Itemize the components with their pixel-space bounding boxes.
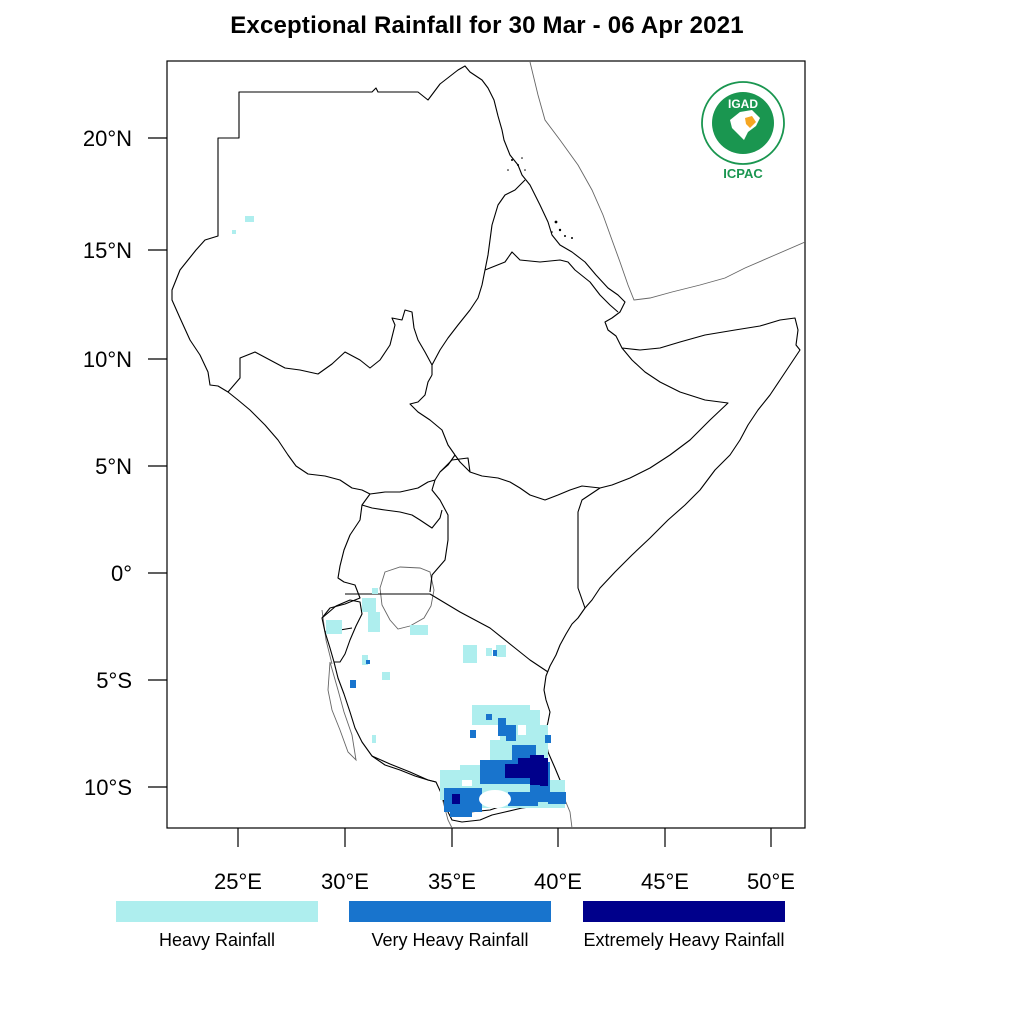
map-title: Exceptional Rainfall for 30 Mar - 06 Apr…	[230, 12, 744, 39]
legend-swatch-extremely-heavy	[583, 901, 785, 922]
legend-label-extremely-heavy: Extremely Heavy Rainfall	[583, 930, 785, 950]
legend-swatch-heavy	[116, 901, 318, 922]
lon-tick-label: 35°E	[428, 869, 476, 894]
horn-of-africa-icon	[745, 116, 756, 128]
lon-tick-label: 50°E	[747, 869, 795, 894]
lat-tick-label: 0°	[111, 561, 132, 586]
logo-icpac-text: ICPAC	[723, 166, 763, 181]
legend-label-very-heavy: Very Heavy Rainfall	[371, 930, 529, 950]
lat-tick-label: 20°N	[83, 126, 132, 151]
lat-tick-label: 10°S	[84, 775, 132, 800]
longitude-axis	[237, 828, 772, 847]
red-sea-islands	[507, 157, 573, 239]
icpac-logo: IGAD ICPAC	[701, 81, 785, 181]
rainfall-extremely-heavy	[452, 755, 548, 804]
lon-tick-label: 40°E	[534, 869, 582, 894]
country-boundaries	[171, 65, 801, 823]
lon-tick-label: 45°E	[641, 869, 689, 894]
legend-label-heavy: Heavy Rainfall	[158, 930, 276, 950]
lat-tick-label: 15°N	[83, 238, 132, 263]
lon-tick-label: 25°E	[214, 869, 262, 894]
latitude-axis	[148, 137, 167, 788]
lat-tick-label: 5°S	[96, 668, 132, 693]
rainfall-gaps	[462, 725, 526, 808]
logo-igad-text: IGAD	[728, 97, 758, 111]
lat-tick-label: 5°N	[95, 454, 132, 479]
neighbor-coastlines	[321, 61, 805, 828]
map-frame	[166, 60, 806, 829]
lat-tick-label: 10°N	[83, 347, 132, 372]
lon-tick-label: 30°E	[321, 869, 369, 894]
legend-swatch-very-heavy	[349, 901, 551, 922]
